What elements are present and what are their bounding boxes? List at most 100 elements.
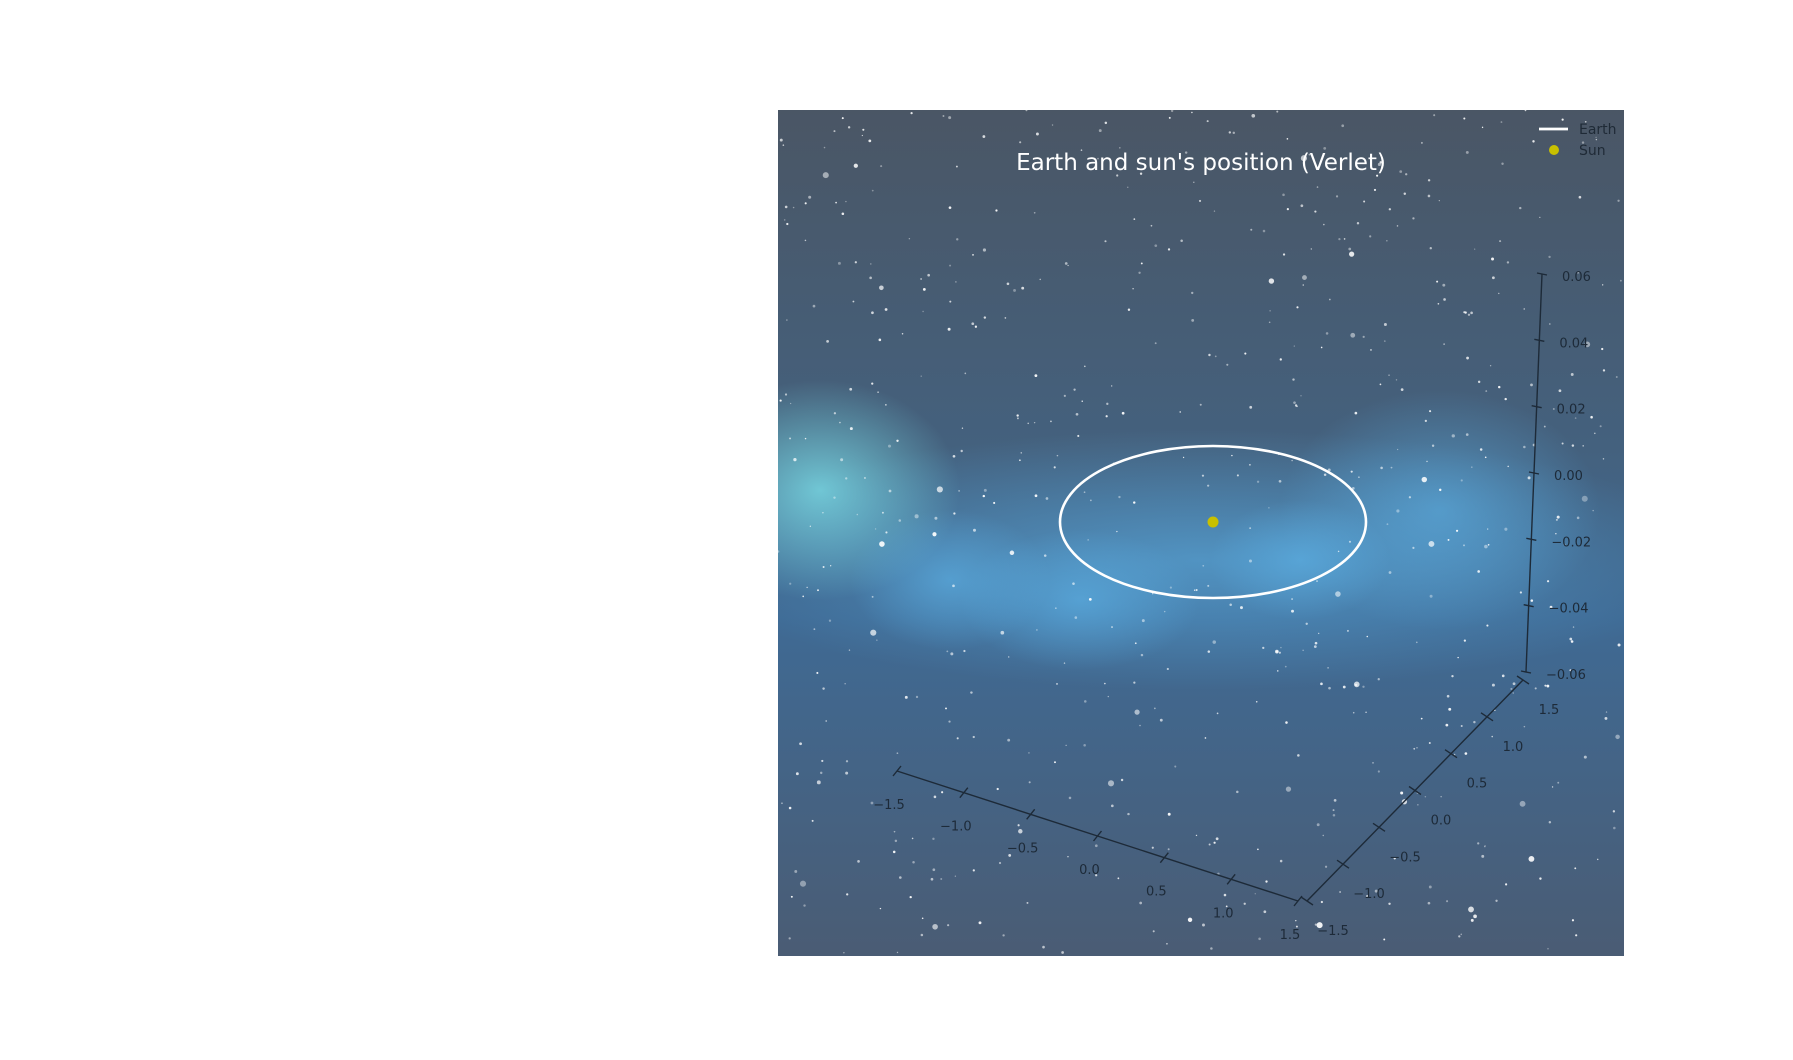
star — [1445, 723, 1449, 727]
star — [1519, 800, 1526, 807]
star — [964, 372, 967, 375]
star — [932, 923, 938, 930]
star — [1262, 229, 1266, 233]
star — [804, 202, 807, 205]
star — [784, 393, 788, 396]
star — [1487, 543, 1490, 546]
star — [1527, 476, 1531, 480]
star — [880, 165, 883, 168]
star — [1163, 610, 1166, 613]
star — [1320, 900, 1324, 904]
star — [1474, 248, 1476, 250]
x-axis-tick-label: −1.5 — [873, 798, 905, 813]
star — [1256, 480, 1260, 483]
star — [825, 720, 828, 722]
star — [1191, 111, 1193, 114]
star — [839, 421, 841, 424]
star — [868, 139, 872, 143]
star — [1314, 923, 1318, 926]
star — [1349, 251, 1355, 257]
star — [1212, 640, 1216, 644]
star — [822, 172, 829, 179]
star — [1320, 682, 1323, 686]
star — [793, 458, 797, 462]
star — [1139, 724, 1141, 727]
star — [1619, 279, 1622, 282]
star — [1061, 951, 1064, 954]
x-axis-tick — [1026, 808, 1036, 820]
star — [1116, 530, 1118, 533]
star — [1465, 150, 1469, 154]
star — [1417, 803, 1419, 806]
star — [1150, 224, 1153, 227]
star — [1170, 110, 1174, 113]
star — [1498, 385, 1501, 389]
star — [1300, 155, 1308, 162]
star — [1313, 645, 1317, 649]
star — [1008, 854, 1012, 857]
star — [1291, 598, 1293, 600]
star — [1127, 186, 1129, 188]
star — [941, 791, 944, 794]
star — [942, 115, 945, 117]
star — [1366, 894, 1369, 898]
star — [1549, 323, 1551, 325]
star — [861, 134, 864, 137]
x-axis-tick-label: −1.0 — [940, 820, 972, 835]
legend-sun-swatch — [1549, 145, 1559, 155]
star — [1050, 420, 1052, 423]
star — [853, 163, 858, 168]
star — [1481, 854, 1485, 858]
star — [1278, 479, 1282, 483]
star — [930, 877, 934, 881]
star — [1592, 509, 1594, 512]
star — [1316, 823, 1320, 827]
star — [945, 707, 947, 710]
star — [802, 595, 805, 598]
star — [1174, 765, 1177, 768]
star — [1439, 488, 1442, 492]
star — [1428, 742, 1431, 745]
star — [1119, 147, 1121, 149]
star — [1570, 373, 1574, 376]
star — [1269, 310, 1271, 312]
star — [779, 138, 783, 142]
star — [1466, 356, 1469, 360]
star — [1302, 649, 1304, 652]
star — [1167, 248, 1171, 251]
y-axis-tick-label: 0.5 — [1467, 777, 1488, 792]
star — [1335, 195, 1339, 198]
star — [1002, 934, 1005, 937]
x-axis-tick-label: 0.0 — [1079, 863, 1100, 878]
star — [1036, 629, 1038, 631]
star — [1446, 694, 1450, 698]
star — [932, 868, 936, 872]
star — [1249, 405, 1253, 409]
star — [782, 144, 785, 146]
z-axis-tick-label: 0.04 — [1559, 336, 1588, 351]
star — [914, 514, 919, 519]
star — [910, 112, 913, 115]
star — [1055, 607, 1057, 609]
star — [896, 439, 899, 442]
star — [879, 541, 885, 547]
star — [1187, 917, 1193, 923]
star — [846, 893, 849, 896]
star — [1268, 507, 1270, 509]
star — [1405, 173, 1408, 176]
star — [808, 195, 812, 199]
star — [1151, 846, 1154, 849]
star — [1491, 735, 1494, 738]
star — [1332, 814, 1336, 817]
star — [1427, 179, 1431, 182]
star — [1322, 834, 1324, 837]
star — [888, 489, 892, 493]
star — [870, 629, 877, 636]
star — [778, 550, 780, 553]
star — [1501, 674, 1505, 678]
star — [1424, 419, 1427, 423]
star — [1481, 126, 1484, 129]
star — [1216, 712, 1219, 715]
star — [1412, 546, 1415, 549]
star — [1286, 138, 1289, 140]
